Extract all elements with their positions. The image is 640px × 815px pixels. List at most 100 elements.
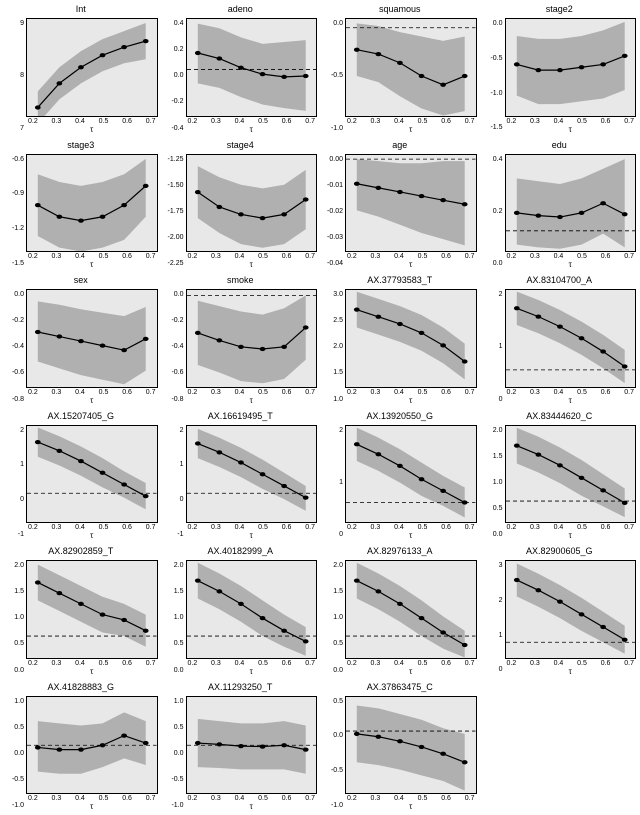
y-tick-label: 1.0 (164, 698, 184, 705)
y-tick-label: 2.0 (483, 427, 503, 434)
x-tick-label: 0.4 (394, 389, 404, 396)
plot-area (505, 289, 637, 388)
x-tick-label: 0.7 (305, 524, 315, 531)
panel-title: Int (76, 4, 86, 16)
x-tick-label: 0.2 (28, 795, 38, 802)
x-tick-label: 0.2 (188, 253, 198, 260)
x-tick-label: 0.5 (418, 524, 428, 531)
x-axis-ticks: 0.20.30.40.50.60.7 (345, 794, 477, 802)
plot-svg (187, 426, 317, 523)
data-marker (238, 66, 244, 70)
y-tick-label: -1.0 (4, 802, 24, 809)
x-tick-label: 0.3 (211, 118, 221, 125)
x-tick-label: 0.5 (577, 524, 587, 531)
x-tick-label: 0.3 (52, 253, 62, 260)
y-tick-label: 2.0 (323, 562, 343, 569)
x-tick-label: 0.7 (146, 253, 156, 260)
x-axis-label: τ (26, 531, 158, 540)
plot-svg (27, 290, 157, 387)
x-axis-ticks: 0.20.30.40.50.60.7 (26, 252, 158, 260)
y-axis-ticks: 210 (483, 289, 505, 405)
y-tick-label: 7 (4, 125, 24, 132)
y-tick-label: 0.0 (4, 667, 24, 674)
data-marker (100, 612, 106, 616)
x-tick-label: 0.4 (75, 253, 85, 260)
panel-title: AX.37793583_T (367, 275, 432, 287)
plot-area (505, 560, 637, 659)
x-axis-label: τ (345, 531, 477, 540)
x-tick-label: 0.2 (28, 118, 38, 125)
y-tick-label: -1 (164, 531, 184, 538)
data-marker (535, 213, 541, 217)
data-marker (121, 733, 127, 737)
x-axis-label: τ (505, 125, 637, 134)
data-marker (281, 212, 287, 216)
x-tick-label: 0.7 (465, 389, 475, 396)
y-axis-ticks: 0.0-0.5-1.0-1.5 (483, 18, 505, 134)
y-tick-label: -0.6 (4, 369, 24, 376)
x-tick-label: 0.7 (465, 795, 475, 802)
plot-svg (506, 561, 636, 658)
data-marker (238, 744, 244, 748)
plot-svg (27, 19, 157, 116)
data-marker (194, 579, 200, 583)
data-marker (194, 740, 200, 744)
plot-svg (346, 155, 476, 252)
x-tick-label: 0.6 (601, 118, 611, 125)
y-axis-ticks: 210-1 (4, 425, 26, 541)
data-marker (462, 643, 468, 647)
x-tick-label: 0.3 (530, 660, 540, 667)
y-tick-label: -2.00 (164, 234, 184, 241)
x-tick-label: 0.7 (146, 389, 156, 396)
x-tick-label: 0.2 (28, 524, 38, 531)
y-tick-label: 0.4 (483, 156, 503, 163)
data-marker (259, 215, 265, 219)
data-marker (302, 74, 308, 78)
y-tick-label: 2 (483, 597, 503, 604)
confidence-band (38, 23, 146, 115)
x-tick-label: 0.3 (371, 524, 381, 531)
y-tick-label: -0.2 (164, 317, 184, 324)
data-marker (194, 441, 200, 445)
data-marker (557, 324, 563, 328)
x-tick-label: 0.4 (554, 660, 564, 667)
confidence-band (38, 565, 146, 647)
x-tick-label: 0.3 (211, 389, 221, 396)
data-marker (354, 731, 360, 735)
y-tick-label: -0.4 (164, 125, 184, 132)
chart-grid: Int987 0.20.30.40.50.60.7τadeno0.40.20.0… (0, 0, 640, 815)
data-marker (259, 347, 265, 351)
data-marker (513, 62, 519, 66)
panel-title: stage2 (546, 4, 573, 16)
y-tick-label: 2 (164, 427, 184, 434)
y-axis-ticks: 0.0-0.2-0.4-0.6-0.8 (4, 289, 26, 405)
data-marker (35, 439, 41, 443)
x-tick-label: 0.3 (52, 660, 62, 667)
y-tick-label: 0.5 (323, 698, 343, 705)
x-tick-label: 0.7 (305, 660, 315, 667)
x-tick-label: 0.5 (99, 660, 109, 667)
y-tick-label: 0 (164, 496, 184, 503)
y-tick-label: -0.6 (4, 156, 24, 163)
y-tick-label: 2.5 (323, 317, 343, 324)
x-tick-label: 0.4 (394, 118, 404, 125)
plot-area (186, 696, 318, 795)
y-tick-label: -1.0 (323, 125, 343, 132)
panel-title: squamous (379, 4, 421, 16)
y-tick-label: 1.5 (164, 588, 184, 595)
data-marker (78, 339, 84, 343)
data-marker (302, 639, 308, 643)
x-tick-label: 0.2 (188, 118, 198, 125)
y-tick-label: 0 (483, 396, 503, 403)
panel-title: edu (552, 140, 567, 152)
plot-area (26, 560, 158, 659)
y-tick-label: 0.0 (164, 750, 184, 757)
plot-svg (346, 19, 476, 116)
data-marker (621, 364, 627, 368)
panel-title: AX.40182999_A (207, 546, 273, 558)
x-tick-label: 0.5 (418, 253, 428, 260)
x-tick-label: 0.4 (75, 660, 85, 667)
x-axis-label: τ (505, 667, 637, 676)
data-marker (216, 204, 222, 208)
y-tick-label: -1.25 (164, 156, 184, 163)
